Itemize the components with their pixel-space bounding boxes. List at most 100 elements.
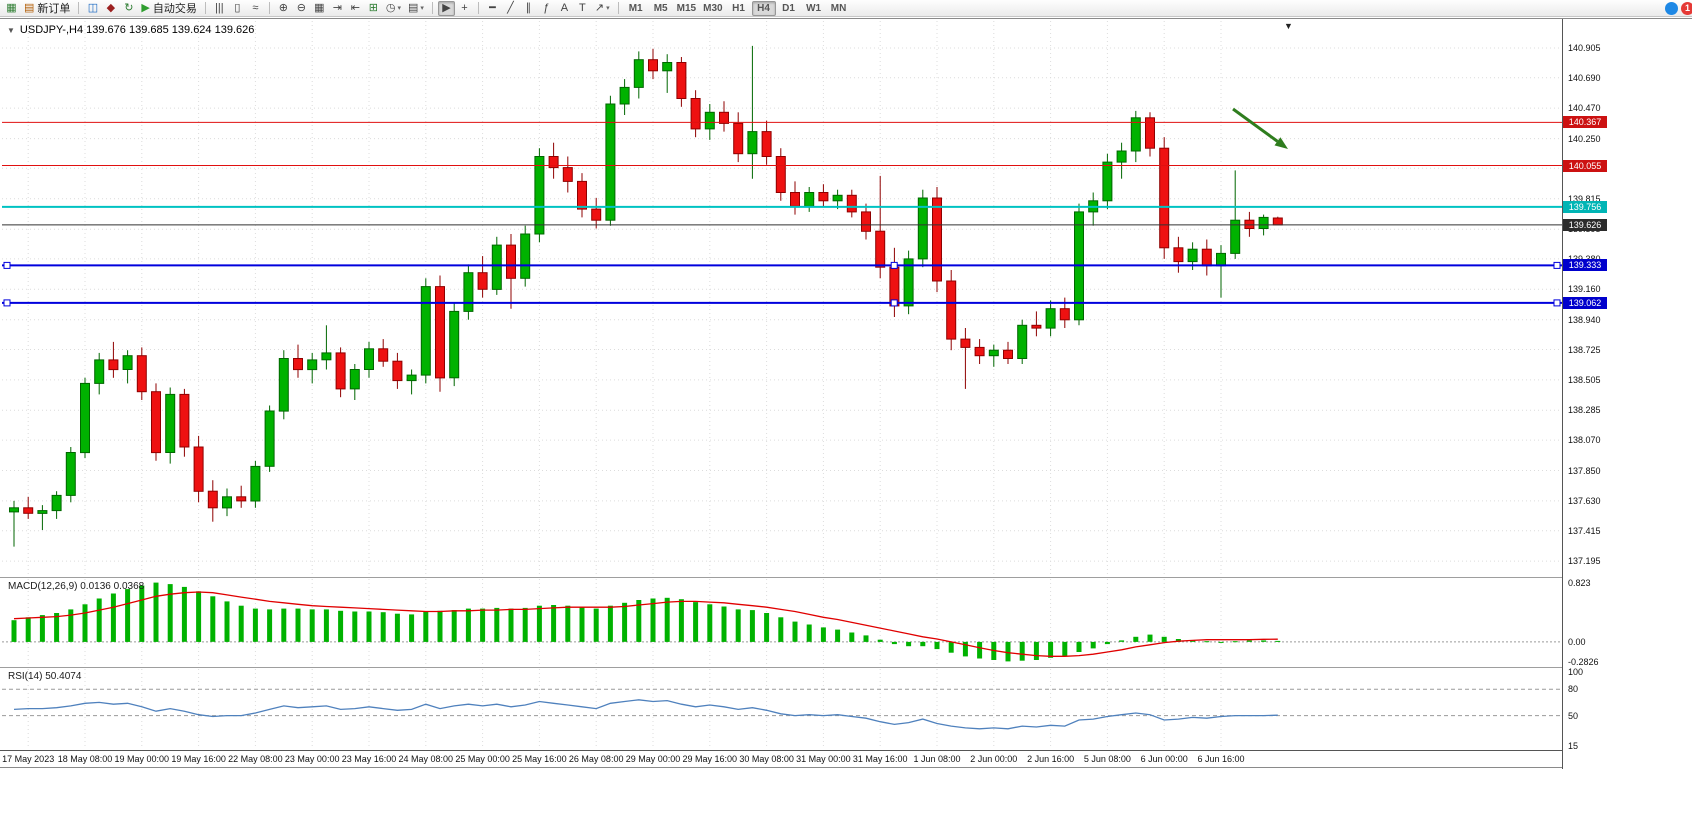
rsi-axis-label: 15 bbox=[1568, 741, 1579, 752]
macd-bar bbox=[1175, 639, 1181, 642]
text-button[interactable]: A bbox=[556, 1, 573, 16]
macd-bar bbox=[1133, 636, 1139, 642]
timeframe-mn-button[interactable]: MN bbox=[830, 2, 847, 14]
macd-bar bbox=[1232, 641, 1238, 643]
auto-scroll-button[interactable]: ⇥ bbox=[329, 1, 346, 16]
macd-bar bbox=[764, 613, 770, 642]
zoom-in-button[interactable]: ⊕ bbox=[275, 1, 292, 16]
macd-bar bbox=[494, 607, 500, 642]
tile-windows-button[interactable]: ▦ bbox=[311, 1, 328, 16]
macd-bar bbox=[863, 635, 869, 642]
charts-window-button[interactable]: ◫ bbox=[84, 1, 101, 16]
price-axis[interactable]: 140.367 140.055 139.756 139.626 139.333 139.0… bbox=[1562, 19, 1692, 769]
macd-bar bbox=[607, 605, 613, 642]
navigator-button[interactable]: ↻ bbox=[120, 1, 137, 16]
bar-chart-type-button[interactable]: ||| bbox=[211, 1, 228, 16]
indicators-icon: ⊞ bbox=[368, 1, 378, 14]
macd-bar bbox=[536, 605, 542, 642]
rsi-header: RSI(14) 50.4074 bbox=[8, 671, 82, 682]
cyan-level-line-tag: 139.756 bbox=[1563, 200, 1607, 213]
chart-shift-marker[interactable]: ▼ bbox=[1284, 21, 1293, 31]
candle bbox=[1145, 112, 1155, 157]
line-handle[interactable] bbox=[890, 299, 898, 307]
candle bbox=[378, 339, 389, 367]
tile-windows-icon: ▦ bbox=[314, 1, 325, 14]
timeframe-m1-button[interactable]: M1 bbox=[628, 2, 643, 14]
panel-separator[interactable] bbox=[0, 667, 1562, 668]
timeframe-w1-button[interactable]: W1 bbox=[806, 2, 822, 14]
candle bbox=[591, 198, 602, 229]
periods-button[interactable]: ◷ ▾ bbox=[383, 1, 404, 16]
new-chart-button[interactable]: ▦ bbox=[3, 1, 20, 16]
rsi-axis-label: 100 bbox=[1568, 667, 1584, 677]
label-button[interactable]: T bbox=[574, 1, 591, 16]
candle bbox=[1130, 110, 1141, 163]
timeframe-h1-button[interactable]: H1 bbox=[732, 2, 745, 14]
candle bbox=[9, 500, 19, 547]
timeframe-m30-button[interactable]: M30 bbox=[703, 2, 723, 14]
macd-bar bbox=[1048, 641, 1054, 658]
timeframe-m15-button[interactable]: M15 bbox=[676, 2, 697, 14]
autotrading-button[interactable]: ▶ 自动交易 bbox=[138, 1, 199, 16]
chart-window[interactable]: 140.367 140.055 139.756 139.626 139.333 139.0… bbox=[0, 18, 1692, 769]
macd-chart[interactable] bbox=[2, 579, 1562, 665]
candle bbox=[946, 270, 957, 351]
account-status-icon[interactable] bbox=[1665, 1, 1678, 15]
macd-bar bbox=[167, 584, 173, 642]
horizontal-line-icon: ━ bbox=[489, 1, 496, 14]
line-handle[interactable] bbox=[3, 261, 11, 269]
rsi-chart[interactable] bbox=[2, 669, 1562, 749]
candle bbox=[875, 175, 886, 279]
templates-button[interactable]: ▤ ▾ bbox=[405, 1, 427, 16]
zoom-out-button[interactable]: ⊖ bbox=[293, 1, 310, 16]
candlestick-chart[interactable] bbox=[2, 21, 1562, 577]
rsi-line bbox=[13, 699, 1278, 730]
new-order-button[interactable]: ▤ 新订单 bbox=[21, 1, 73, 16]
candle-chart-type-button[interactable]: ▯ bbox=[229, 1, 246, 16]
macd-bar bbox=[565, 605, 571, 642]
x-axis-label: 6 Jun 00:00 bbox=[1140, 754, 1188, 764]
arrows-button[interactable]: ↗ ▾ bbox=[592, 1, 613, 16]
channel-button[interactable]: ∥ bbox=[520, 1, 537, 16]
notification-badge[interactable]: 1 bbox=[1681, 1, 1692, 15]
market-watch-button[interactable]: ◆ bbox=[102, 1, 119, 16]
macd-bar bbox=[806, 624, 812, 642]
trendline-button[interactable]: ╱ bbox=[502, 1, 519, 16]
candle bbox=[349, 364, 360, 400]
macd-bar bbox=[920, 641, 926, 647]
line-handle[interactable] bbox=[1553, 261, 1561, 269]
macd-bar bbox=[11, 620, 17, 642]
candle bbox=[733, 112, 744, 163]
line-handle[interactable] bbox=[890, 261, 898, 269]
refresh-icon: ↻ bbox=[124, 1, 134, 14]
timeframe-h4-button[interactable]: H4 bbox=[751, 0, 776, 16]
macd-bar bbox=[1104, 641, 1110, 645]
line-chart-icon: ≈ bbox=[252, 1, 259, 14]
line-handle[interactable] bbox=[1553, 299, 1561, 307]
line-handle[interactable] bbox=[3, 299, 11, 307]
timeframe-d1-button[interactable]: D1 bbox=[782, 2, 795, 14]
candle bbox=[364, 341, 374, 378]
horizontal-line-button[interactable]: ━ bbox=[484, 1, 501, 16]
timeframe-m5-button[interactable]: M5 bbox=[653, 2, 668, 14]
line-chart-type-button[interactable]: ≈ bbox=[247, 1, 264, 16]
resistance-line-2-tag: 140.055 bbox=[1563, 159, 1607, 172]
x-axis-label: 17 May 2023 bbox=[2, 754, 55, 764]
chart-shift-button[interactable]: ⇤ bbox=[347, 1, 364, 16]
candle bbox=[207, 480, 218, 522]
x-axis-label: 25 May 16:00 bbox=[512, 754, 567, 764]
x-axis-label: 29 May 00:00 bbox=[625, 754, 681, 764]
macd-bar bbox=[1147, 634, 1153, 642]
candle bbox=[307, 352, 318, 384]
panel-separator[interactable] bbox=[0, 577, 1562, 578]
time-axis[interactable]: 17 May 2023 18 May 08:00 19 May 00:00 19 Ma… bbox=[2, 751, 1560, 768]
cursor-button[interactable]: ▶ bbox=[437, 0, 455, 16]
arrow-annotation[interactable] bbox=[1232, 107, 1279, 143]
collapse-chart-icon[interactable]: ▼ bbox=[7, 25, 15, 35]
crosshair-button[interactable]: + bbox=[456, 1, 473, 16]
candle bbox=[1045, 300, 1056, 337]
indicators-button[interactable]: ⊞ bbox=[365, 1, 382, 16]
macd-bar bbox=[309, 609, 315, 642]
x-axis-label: 23 May 00:00 bbox=[284, 754, 340, 764]
fibonacci-button[interactable]: ƒ bbox=[538, 1, 555, 16]
